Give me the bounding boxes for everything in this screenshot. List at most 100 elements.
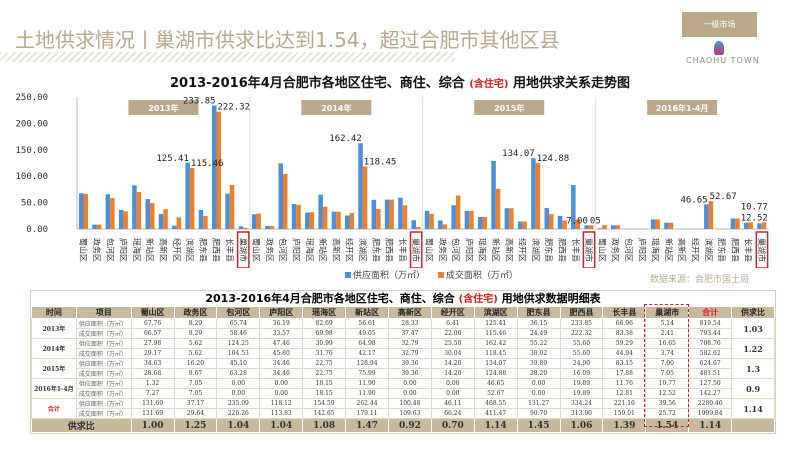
ratio-value: 1.25	[173, 418, 218, 433]
ratio-cell: 0.9	[731, 378, 775, 399]
highlight-box	[236, 231, 250, 268]
column-header: 供求比	[731, 306, 775, 319]
x-tick-label: 蜀山区	[424, 238, 434, 262]
value-cell: 8.29	[173, 318, 218, 329]
item-cell: 成交面积（万㎡）	[75, 328, 132, 339]
column-header: 包河区	[216, 306, 261, 319]
chart-title: 2013-2016年4月合肥市各地区住宅、商住、综合 (含住宅) 用地供求关系走…	[0, 72, 800, 91]
time-cell: 2015年	[31, 358, 77, 379]
bar-deal	[189, 168, 195, 229]
column-header: 蜀山区	[130, 306, 175, 319]
bar-deal	[455, 195, 461, 229]
value-cell: 411.47	[473, 408, 518, 419]
value-cell: 7.05	[173, 388, 218, 399]
value-cell: 134.07	[473, 358, 518, 369]
bar-supply	[650, 219, 656, 229]
x-tick-label: 肥西县	[212, 238, 221, 262]
column-header: 肥东县	[516, 306, 561, 319]
value-cell: 235.09	[216, 398, 261, 409]
value-cell: 0.00	[430, 388, 475, 399]
value-cell: 127.50	[688, 378, 733, 389]
bar-supply	[278, 163, 283, 229]
bar-supply	[384, 199, 390, 229]
column-header: 合计	[688, 306, 733, 319]
data-label: 52.67	[710, 192, 737, 202]
bar-deal	[495, 188, 501, 229]
data-label: 118.45	[364, 157, 397, 167]
ratio-value: 1.14	[688, 418, 733, 433]
bar-supply	[757, 223, 762, 229]
data-label: 12.52	[741, 213, 768, 223]
chaohu-highlight-box	[644, 304, 689, 427]
bar-deal	[336, 211, 341, 229]
bar-supply	[118, 209, 124, 229]
table-row: 成交面积（万㎡） 131.69 29.64 226.26 113.83 142.65 179…	[32, 408, 775, 419]
value-cell: 63.28	[216, 368, 261, 379]
bar-deal	[309, 212, 315, 229]
value-cell: 0.00	[516, 378, 561, 389]
x-tick-label: 高新区	[158, 238, 168, 262]
item-cell: 成交面积（万㎡）	[75, 388, 132, 399]
bar-supply	[158, 214, 164, 229]
value-cell: 6.41	[430, 318, 475, 329]
x-tick-label: 包河区	[451, 238, 461, 262]
data-label: 46.65	[681, 195, 708, 205]
bar-supply	[172, 225, 177, 229]
legend-supply: 供应面积（万㎡）	[353, 271, 426, 281]
bar-deal	[522, 221, 527, 229]
value-cell: 16.20	[173, 358, 218, 369]
value-cell: 8.67	[173, 368, 218, 379]
x-tick-label: 瑶海区	[651, 238, 661, 262]
value-cell: 39.89	[516, 358, 561, 369]
bar-supply	[438, 220, 443, 229]
value-cell: 64.98	[345, 338, 389, 349]
x-tick-label: 滨湖区	[185, 238, 195, 262]
data-label: 134.07	[502, 149, 535, 159]
value-cell: 29.17	[130, 348, 175, 359]
market-badge: 一级市场	[682, 12, 757, 37]
bar-supply	[744, 222, 749, 229]
ratio-row: 供求比 1.00 1.25 1.04 1.04 1.08 1.47 0.92 0.70 1.14 1…	[31, 418, 775, 433]
bar-supply	[105, 194, 111, 229]
bar-deal	[256, 213, 261, 229]
value-cell: 5.62	[173, 338, 218, 349]
x-tick-label: 经开区	[172, 238, 182, 262]
ratio-cell: 1.03	[731, 318, 775, 339]
bar-supply	[212, 105, 217, 229]
bar-supply	[371, 199, 377, 229]
value-cell: 334.24	[559, 398, 604, 409]
value-cell: 59.29	[602, 338, 647, 349]
x-tick-label: 肥西县	[557, 238, 566, 262]
value-cell: 582.62	[688, 348, 733, 359]
value-cell: 83.15	[602, 358, 647, 369]
value-cell: 262.44	[345, 398, 389, 409]
bar-supply	[238, 226, 244, 229]
value-cell: 708.76	[688, 338, 733, 349]
value-cell: 0.00	[259, 388, 304, 399]
value-cell: 0.00	[216, 378, 261, 389]
table-title-note: (含住宅)	[458, 294, 498, 305]
time-cell: 2014年	[31, 338, 77, 359]
value-cell: 67.76	[130, 318, 175, 329]
value-cell: 30.04	[430, 348, 475, 359]
bar-deal	[362, 166, 368, 229]
value-cell: 83.38	[602, 328, 647, 339]
value-cell: 66.57	[130, 328, 175, 339]
group-label: 2014年	[321, 103, 351, 113]
x-tick-label: 经开区	[690, 238, 700, 262]
bar-deal	[748, 222, 753, 229]
y-tick-label: 150.00	[15, 146, 48, 156]
x-tick-label: 蜀山区	[79, 238, 89, 262]
value-cell: 66.96	[602, 318, 647, 329]
column-header: 时间	[31, 306, 77, 319]
ratio-cell: 1.14	[731, 398, 775, 419]
group-label: 2016年1-4月	[656, 103, 709, 113]
column-header: 长丰县	[602, 306, 647, 319]
x-tick-label: 巢湖市	[411, 238, 421, 262]
value-cell: 7.05	[173, 378, 218, 389]
bar-chart: 0.00 50.00 100.00 150.00 200.00 250.00 2013年蜀山…	[15, 93, 769, 268]
bar-deal	[668, 222, 674, 229]
value-cell: 24.49	[516, 328, 561, 339]
x-tick-label: 肥东县	[717, 238, 727, 262]
bar-deal	[416, 227, 421, 229]
